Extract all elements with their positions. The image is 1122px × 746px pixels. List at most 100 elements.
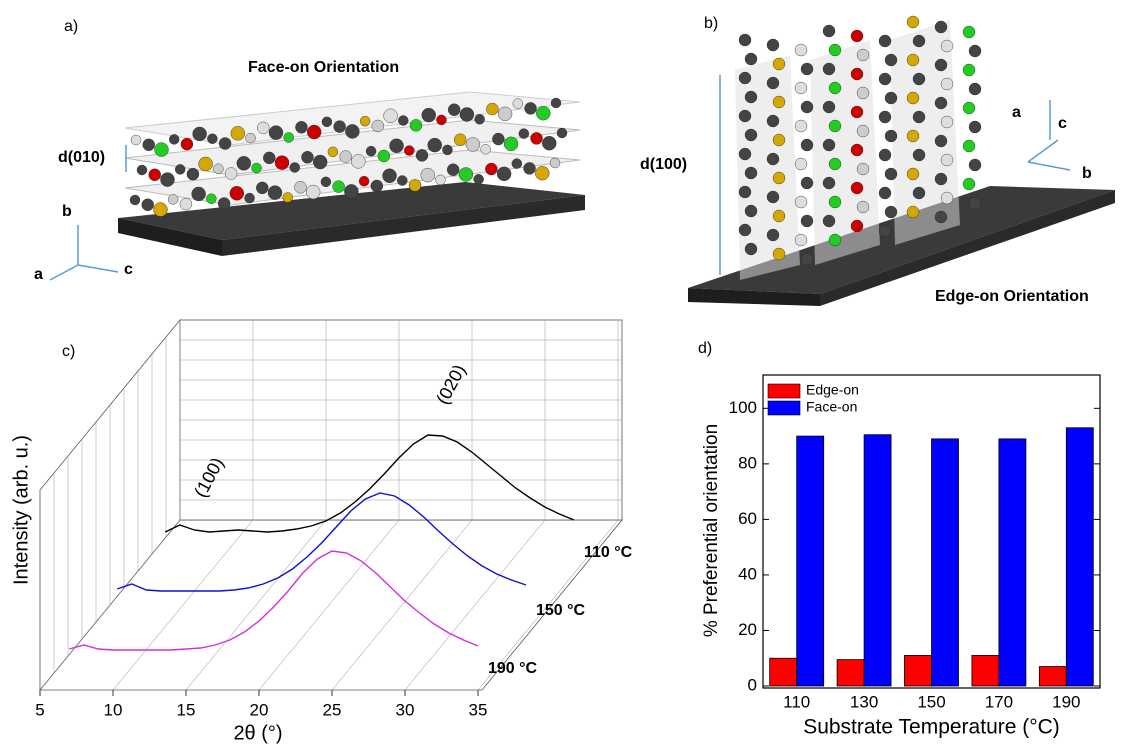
atom (773, 210, 785, 222)
atom (739, 110, 751, 122)
series-label: 190 °C (488, 660, 538, 677)
atom (851, 220, 863, 232)
atom (913, 35, 925, 47)
atom (773, 134, 785, 146)
atom (829, 196, 841, 208)
atom (851, 30, 863, 42)
atom (963, 64, 975, 76)
atom (969, 197, 981, 209)
atom (485, 163, 497, 175)
legend-swatch (768, 401, 800, 415)
atom (153, 203, 167, 217)
x-tick-label: 110 (783, 692, 810, 711)
atom (230, 186, 244, 200)
y-axis-label: Intensity (arb. u.) (10, 435, 32, 585)
axis-label: a (1012, 104, 1021, 121)
atom (475, 114, 485, 124)
atom (442, 145, 452, 155)
atom (885, 92, 897, 104)
atom (851, 68, 863, 80)
atom (795, 196, 807, 208)
atom (745, 53, 757, 65)
atom (963, 178, 975, 190)
atom (823, 177, 835, 189)
atom (137, 165, 147, 175)
axis-label: a (34, 266, 43, 283)
atom (739, 186, 751, 198)
atom (497, 167, 511, 181)
atom (245, 193, 255, 203)
atom (969, 45, 981, 57)
x-tick-label: 15 (177, 700, 196, 719)
bar (797, 436, 824, 686)
atom (409, 179, 421, 191)
atom (181, 138, 193, 150)
atom (218, 198, 230, 210)
atom (857, 49, 869, 61)
face-on-illustration (50, 92, 585, 280)
atom (773, 248, 785, 260)
atom (829, 82, 841, 94)
y-tick-label: 80 (738, 453, 757, 472)
atom (941, 192, 953, 204)
atom (767, 77, 779, 89)
atom (334, 121, 346, 133)
atom (447, 164, 459, 176)
atom (773, 58, 785, 70)
atom (219, 138, 231, 150)
series-label: 150 °C (536, 602, 586, 619)
atom (187, 168, 199, 180)
atom (739, 34, 751, 46)
atom (745, 129, 757, 141)
bar (1066, 428, 1093, 686)
atom (344, 184, 358, 198)
atom (935, 211, 947, 223)
atom (351, 154, 365, 168)
atom (290, 162, 300, 172)
x-tick-label: 20 (250, 700, 269, 719)
atom (404, 146, 414, 156)
atom (557, 128, 567, 138)
atom (524, 162, 536, 174)
atom (851, 144, 863, 156)
atom (739, 148, 751, 160)
panel-label: d) (698, 340, 712, 357)
atom (823, 101, 835, 113)
atom (206, 194, 216, 204)
atom (422, 108, 436, 122)
x-tick-label: 35 (469, 700, 488, 719)
atom (519, 129, 529, 139)
atom (149, 169, 161, 181)
atom (213, 164, 223, 174)
atom (795, 234, 807, 246)
atom (795, 44, 807, 56)
atom (397, 176, 407, 186)
atom (823, 63, 835, 75)
bar (905, 655, 932, 686)
atom (823, 25, 835, 37)
atom (257, 122, 269, 134)
x-tick-label: 150 (917, 692, 945, 711)
atom (550, 158, 560, 168)
atom (739, 224, 751, 236)
x-tick-label: 5 (35, 700, 44, 719)
spacing-label: d(010) (58, 149, 105, 166)
atom (268, 186, 282, 200)
figure: a) Face-on Orientation d(010) b a c b) E… (0, 0, 1122, 746)
y-tick-label: 20 (738, 620, 757, 639)
bar (1039, 667, 1066, 686)
atom (193, 127, 207, 141)
atom (231, 126, 245, 140)
atom (907, 16, 919, 28)
atom (199, 157, 213, 171)
atom (372, 120, 384, 132)
atom (907, 54, 919, 66)
atom (963, 26, 975, 38)
atom (879, 35, 891, 47)
atom (823, 215, 835, 227)
atom (795, 158, 807, 170)
atom (492, 133, 504, 145)
atom (941, 78, 953, 90)
atom (154, 143, 168, 157)
atom (169, 134, 179, 144)
